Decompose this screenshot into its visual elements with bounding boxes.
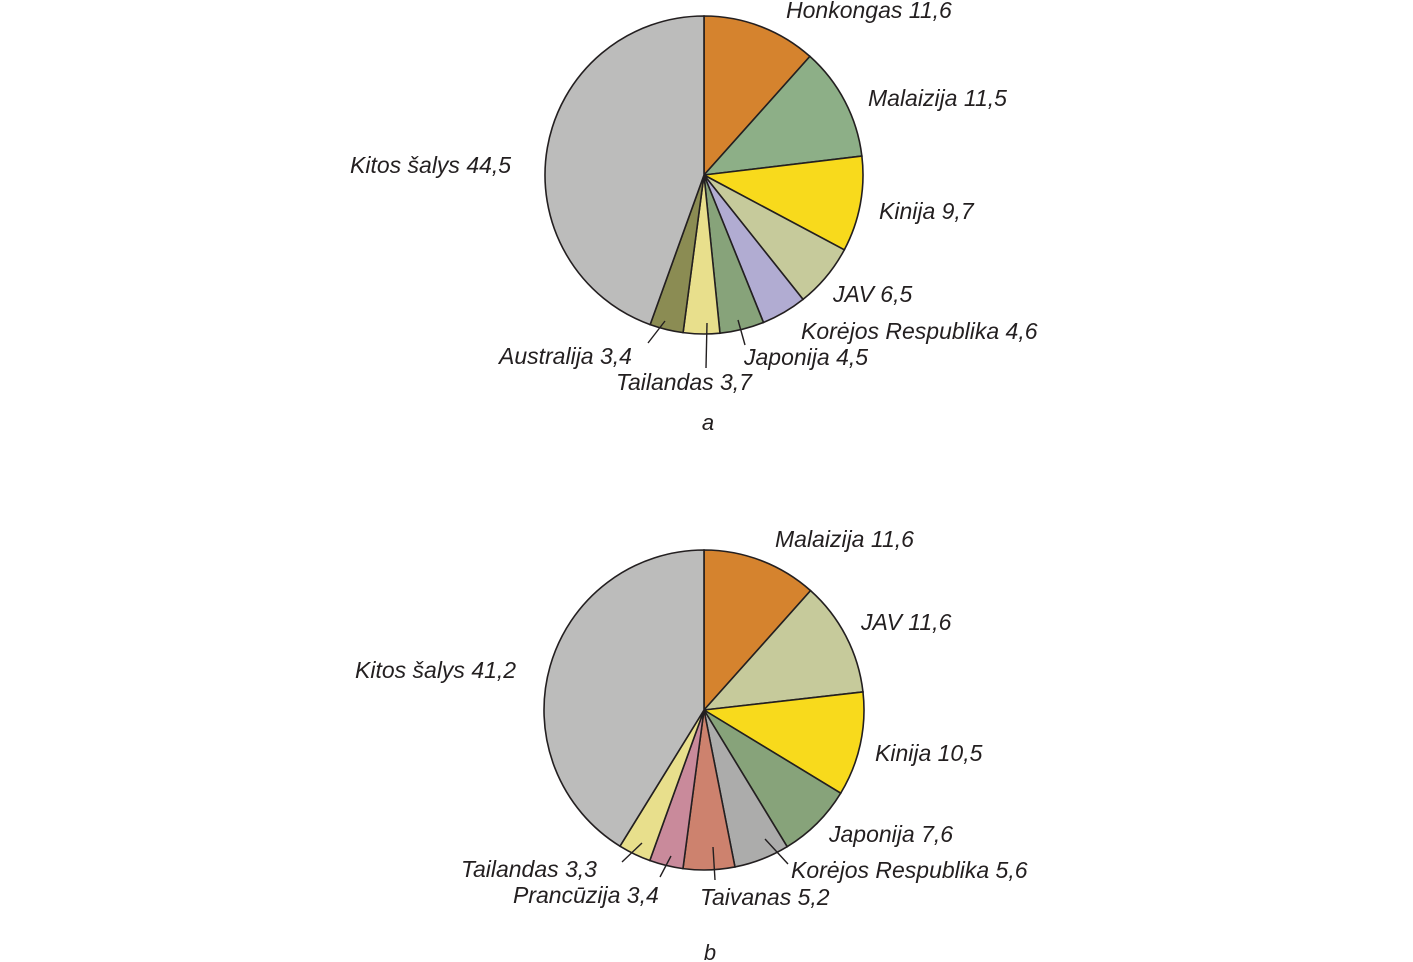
chart-b-slice-label-4: Korėjos Respublika 5,6 — [791, 857, 1028, 883]
chart-a-slice-label-7: Australija 3,4 — [497, 343, 632, 369]
chart-b-leader-line-4 — [764, 838, 789, 865]
chart-b-slice-label-1: JAV 11,6 — [860, 609, 952, 635]
chart-a-slice-label-8: Kitos šalys 44,5 — [350, 152, 511, 178]
chart-b-leader-line-5 — [712, 846, 716, 881]
chart-a-slice-label-5: Japonija 4,5 — [743, 344, 868, 370]
pie-chart-a: Honkongas 11,6 Malaizija 11,5 Kinija 9,7 JA… — [350, 0, 1038, 395]
chart-b-slice-label-8: Kitos šalys 41,2 — [355, 657, 516, 683]
chart-b-slice-label-0: Malaizija 11,6 — [775, 526, 914, 552]
chart-a-slice-2 — [701, 155, 864, 251]
chart-b-slice-label-3: Japonija 7,6 — [828, 821, 953, 847]
chart-a-leader-line-5 — [737, 319, 746, 346]
chart-b-slice-label-5: Taivanas 5,2 — [700, 884, 830, 910]
chart-b-slice-label-6: Prancūzija 3,4 — [513, 882, 659, 908]
chart-a-slice-label-6: Tailandas 3,7 — [616, 369, 753, 395]
chart-a-slice-8 — [544, 15, 705, 326]
pie-chart-b: Malaizija 11,6 JAV 11,6 Kinija 10,5 Japonij… — [355, 526, 1028, 910]
chart-b-slice-8 — [543, 549, 705, 848]
chart-b-slice-label-7: Tailandas 3,3 — [461, 856, 597, 882]
chart-a-slice-0 — [703, 15, 812, 178]
chart-b-slice-0 — [703, 549, 812, 713]
chart-a-slice-label-3: JAV 6,5 — [832, 281, 912, 307]
chart-b-slice-2 — [701, 691, 865, 795]
chart-b-caption: b — [704, 940, 716, 962]
chart-b-leader-line-6 — [659, 855, 672, 878]
chart-a-leader-line-6 — [705, 322, 708, 369]
chart-b-slice-1 — [702, 589, 864, 712]
chart-b-slice-label-2: Kinija 10,5 — [875, 740, 983, 766]
chart-a-slice-label-1: Malaizija 11,5 — [868, 85, 1007, 111]
chart-b-leader-line-7 — [621, 842, 643, 863]
chart-a-slice-label-4: Korėjos Respublika 4,6 — [801, 318, 1038, 344]
chart-a-slice-label-2: Kinija 9,7 — [879, 198, 975, 224]
chart-a-slice-label-0: Honkongas 11,6 — [786, 0, 952, 23]
chart-a-caption: a — [702, 410, 714, 435]
chart-a-leader-line-7 — [647, 320, 666, 344]
chart-a-slice-1 — [701, 55, 863, 177]
